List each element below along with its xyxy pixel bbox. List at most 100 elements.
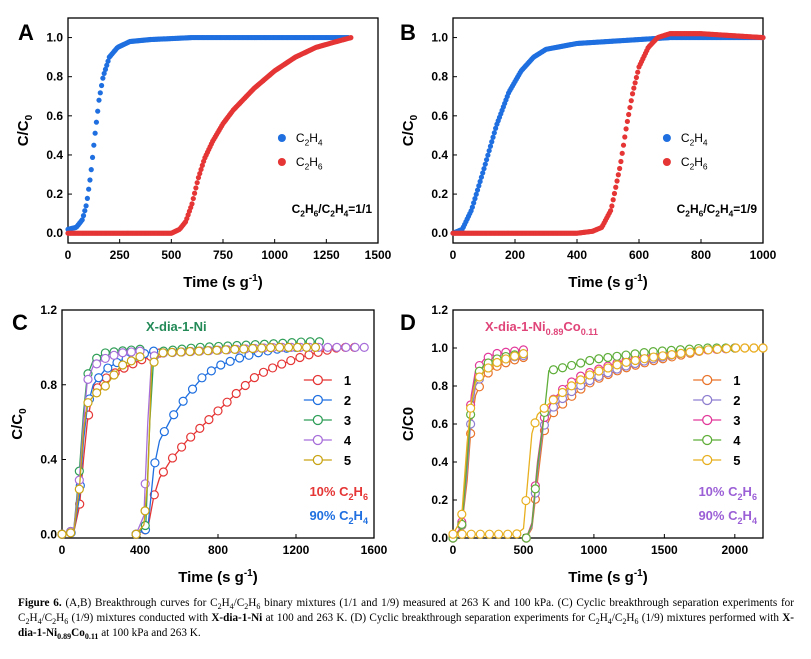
data-point (530, 418, 540, 428)
data-point (149, 490, 159, 500)
data-point (617, 165, 623, 172)
panel-c-ylabel-sub: 0 (18, 408, 29, 414)
data-point (613, 184, 619, 190)
panel-b-xtick-label: 0 (450, 248, 457, 262)
ratio-part: C (292, 202, 301, 216)
data-point (721, 343, 732, 354)
panel-d-ytick-label: 0.4 (431, 455, 448, 469)
caption-label: Figure 6. (18, 597, 62, 609)
data-point (197, 373, 207, 383)
legend-marker-5 (312, 454, 323, 466)
legend-label-4: 4 (733, 433, 741, 448)
data-point (557, 363, 568, 373)
panel-b-ytick-label: 0.2 (431, 187, 448, 201)
data-point (510, 351, 520, 361)
data-point (102, 66, 109, 72)
data-point (100, 381, 110, 391)
data-point (198, 166, 204, 173)
panel-c-xtick-label: 400 (130, 543, 150, 557)
legend-text-sub: 2 (305, 138, 310, 148)
data-point (612, 360, 622, 370)
data-point (731, 343, 741, 353)
data-point (493, 125, 499, 131)
panel-b-xlabel-close: ) (643, 274, 648, 291)
panel-c-xlabel: Time (s g-1) (178, 568, 257, 586)
ratio-part: H (305, 202, 314, 216)
data-point (585, 370, 595, 380)
data-point (609, 203, 615, 209)
data-point (612, 351, 622, 361)
panel-a-xlabel-main: Time (s g (183, 274, 249, 291)
data-point (348, 35, 354, 41)
legend-text-part: H (694, 131, 703, 145)
panel-c-ytick-label: 1.2 (40, 303, 57, 317)
data-point (118, 360, 128, 370)
frac1-sub: 2 (737, 492, 742, 502)
panel-b-ytick-label: 0.4 (431, 148, 448, 162)
data-point (493, 529, 504, 539)
panel-a-xlabel-sup: -1 (249, 273, 258, 284)
panel-d-xlabel-close: ) (643, 569, 648, 586)
data-point (194, 180, 200, 186)
panel-a-ytick-label: 0.4 (46, 148, 63, 162)
data-point (629, 91, 636, 97)
ratio-sub: 4 (344, 209, 349, 219)
legend-text-sub: 2 (690, 162, 695, 172)
cycle-series-5 (448, 343, 768, 539)
data-point (204, 415, 214, 425)
data-point (618, 158, 624, 165)
data-point (177, 442, 187, 452)
data-point (633, 74, 640, 81)
panel-a-xtick-label: 250 (110, 248, 130, 262)
curve-ethane (135, 346, 365, 535)
data-point (694, 346, 704, 356)
data-point (169, 410, 179, 420)
panel-b-xtick-label: 200 (505, 248, 525, 262)
frac2-part: H (354, 508, 363, 523)
panel-d-xtick-label: 0 (450, 543, 457, 557)
frac1-part: 10% C (309, 484, 349, 499)
panel-c-ytick-label: 0.4 (40, 453, 57, 467)
legend-text-part: H (694, 155, 703, 169)
panel-b-ylabel-sub: 0 (409, 114, 420, 120)
panel-c-ytick-label: 0.8 (40, 378, 57, 392)
data-point (268, 363, 278, 373)
ratio-part: H (690, 202, 699, 216)
data-point (615, 172, 621, 178)
ratio-sub: 4 (729, 209, 734, 219)
data-point (614, 178, 620, 184)
panel-b-xtick-label: 1000 (750, 248, 777, 262)
panel-a-ylabel: C/C0 (15, 114, 35, 146)
panel-a-ytick-label: 0.2 (46, 187, 63, 201)
data-point (100, 353, 110, 364)
legend-label-3: 3 (733, 413, 740, 428)
panel-b-ylabel-main: C/C (400, 120, 417, 146)
ratio-part: H (335, 202, 344, 216)
panel-b-xlabel-sup: -1 (634, 273, 643, 284)
legend-text-sub: 6 (318, 162, 323, 172)
panel-d-xtick-label: 2000 (721, 543, 748, 557)
data-point (249, 373, 259, 383)
data-point (503, 529, 513, 539)
ratio-part: /C (318, 202, 330, 216)
data-point (332, 342, 342, 352)
data-point (480, 170, 486, 176)
panel-d-xlabel-main: Time (s g (568, 569, 634, 586)
legend-marker-3 (312, 414, 323, 426)
data-point (135, 352, 145, 362)
data-point (89, 154, 96, 161)
legend-marker-c2h4 (662, 134, 671, 142)
panel-c-ethylene-fraction: 90% C2H4 (309, 508, 368, 526)
data-point (277, 359, 287, 369)
panel-c-ylabel: C/C0 (9, 408, 29, 440)
data-point (216, 360, 226, 370)
data-point (100, 75, 106, 81)
panel-d-ylabel: C/C0 (400, 407, 417, 441)
legend-marker-1 (702, 374, 713, 386)
title-sub: 0.89 (546, 327, 564, 337)
panel-a-ratio-annotation: C2H6/C2H4=1/1 (292, 202, 373, 219)
panel-b-xtick-label: 400 (567, 248, 587, 262)
legend-marker-5 (702, 454, 713, 466)
legend-label-4: 4 (344, 433, 352, 448)
data-point (676, 348, 686, 358)
